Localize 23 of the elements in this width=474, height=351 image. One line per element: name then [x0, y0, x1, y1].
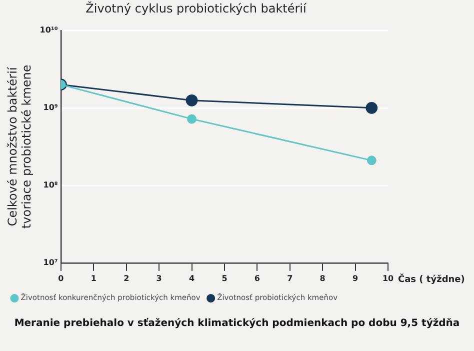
x-tick-label: 9 — [352, 274, 359, 283]
x-tick-label: 2 — [124, 274, 130, 283]
x-axis-title: Čas ( týždne) — [398, 273, 465, 286]
x-tick-label: 8 — [320, 274, 326, 283]
x-tick-label: 4 — [188, 274, 195, 283]
x-tick-label: 7 — [287, 274, 293, 283]
chart-title: Životný cyklus probiotických baktérií — [86, 0, 308, 16]
text: Meranie prebiehalo v sťažených klimatických podmienkach po dobu 9,5 týždňa — [13, 318, 461, 329]
point — [186, 94, 198, 106]
x-tick-label: 10 — [382, 274, 394, 283]
y-axis-title: Celkové množstvo baktérií tvoriace probiotické kmene — [5, 64, 34, 229]
point — [366, 102, 378, 114]
y-tick-label: 10⁷ — [43, 258, 58, 267]
x-tick-label: 1 — [90, 274, 97, 283]
y-tick-label: 10¹⁰ — [40, 25, 58, 34]
x-tick-label: 3 — [156, 274, 162, 283]
y-tick-label: 10⁸ — [43, 180, 58, 190]
y-tick-label: 10⁹ — [43, 102, 58, 112]
x-tick-label: 0 — [58, 274, 64, 283]
x-tick-label: 5 — [222, 274, 228, 283]
x-tick-label: 6 — [254, 274, 260, 283]
point — [366, 156, 376, 166]
point — [187, 114, 197, 124]
